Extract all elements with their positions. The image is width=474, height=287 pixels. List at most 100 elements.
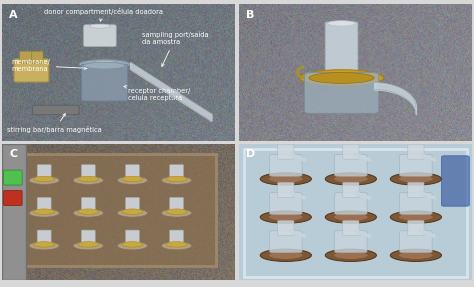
Ellipse shape bbox=[328, 21, 356, 26]
FancyBboxPatch shape bbox=[408, 144, 424, 159]
Ellipse shape bbox=[122, 242, 143, 247]
Ellipse shape bbox=[29, 242, 59, 250]
Ellipse shape bbox=[162, 242, 191, 250]
Ellipse shape bbox=[268, 251, 303, 259]
Ellipse shape bbox=[162, 176, 191, 185]
Text: B: B bbox=[246, 10, 255, 20]
Ellipse shape bbox=[260, 249, 311, 261]
Ellipse shape bbox=[122, 209, 143, 214]
FancyBboxPatch shape bbox=[239, 144, 472, 280]
Ellipse shape bbox=[34, 242, 55, 247]
FancyBboxPatch shape bbox=[31, 51, 43, 64]
Ellipse shape bbox=[29, 176, 59, 185]
Ellipse shape bbox=[34, 176, 55, 182]
Ellipse shape bbox=[260, 211, 311, 223]
Ellipse shape bbox=[78, 242, 99, 247]
FancyBboxPatch shape bbox=[3, 191, 22, 205]
FancyBboxPatch shape bbox=[408, 182, 424, 197]
Ellipse shape bbox=[90, 24, 110, 28]
Ellipse shape bbox=[333, 251, 368, 259]
FancyBboxPatch shape bbox=[170, 197, 183, 211]
Ellipse shape bbox=[79, 59, 130, 69]
Ellipse shape bbox=[399, 213, 433, 221]
FancyBboxPatch shape bbox=[335, 193, 367, 214]
Ellipse shape bbox=[390, 173, 441, 185]
FancyBboxPatch shape bbox=[82, 230, 95, 244]
Ellipse shape bbox=[325, 211, 376, 223]
FancyBboxPatch shape bbox=[12, 154, 216, 266]
FancyBboxPatch shape bbox=[126, 165, 139, 178]
FancyBboxPatch shape bbox=[82, 165, 95, 178]
Text: D: D bbox=[246, 149, 255, 159]
Text: stirring bar/barra magnética: stirring bar/barra magnética bbox=[7, 114, 102, 133]
FancyBboxPatch shape bbox=[441, 156, 469, 206]
FancyBboxPatch shape bbox=[126, 197, 139, 211]
FancyBboxPatch shape bbox=[82, 197, 95, 211]
Text: receptor chamber/
celula receptora: receptor chamber/ celula receptora bbox=[124, 86, 190, 101]
FancyBboxPatch shape bbox=[37, 197, 51, 211]
Ellipse shape bbox=[122, 176, 143, 182]
Ellipse shape bbox=[83, 26, 116, 32]
Ellipse shape bbox=[78, 209, 99, 214]
FancyBboxPatch shape bbox=[400, 193, 432, 214]
Ellipse shape bbox=[118, 242, 147, 250]
FancyBboxPatch shape bbox=[170, 165, 183, 178]
FancyBboxPatch shape bbox=[335, 231, 367, 253]
Ellipse shape bbox=[309, 72, 374, 83]
Ellipse shape bbox=[118, 209, 147, 217]
Ellipse shape bbox=[162, 209, 191, 217]
Ellipse shape bbox=[268, 213, 303, 221]
Ellipse shape bbox=[333, 175, 368, 183]
FancyBboxPatch shape bbox=[270, 154, 302, 176]
FancyBboxPatch shape bbox=[335, 154, 367, 176]
Ellipse shape bbox=[93, 60, 116, 66]
Ellipse shape bbox=[390, 249, 441, 261]
Ellipse shape bbox=[333, 213, 368, 221]
Ellipse shape bbox=[83, 62, 126, 69]
Text: sampling port/saída
da amostra: sampling port/saída da amostra bbox=[142, 32, 209, 66]
FancyBboxPatch shape bbox=[170, 230, 183, 244]
FancyBboxPatch shape bbox=[33, 105, 79, 115]
Ellipse shape bbox=[78, 176, 99, 182]
FancyBboxPatch shape bbox=[278, 182, 294, 197]
Ellipse shape bbox=[325, 173, 376, 185]
Ellipse shape bbox=[73, 176, 103, 185]
FancyBboxPatch shape bbox=[325, 22, 358, 77]
Text: C: C bbox=[9, 149, 18, 159]
Ellipse shape bbox=[399, 251, 433, 259]
FancyBboxPatch shape bbox=[278, 220, 294, 236]
FancyBboxPatch shape bbox=[343, 220, 359, 236]
FancyBboxPatch shape bbox=[37, 165, 51, 178]
Ellipse shape bbox=[166, 176, 187, 182]
Text: membrane/
membrana: membrane/ membrana bbox=[12, 59, 87, 72]
Ellipse shape bbox=[73, 242, 103, 250]
FancyBboxPatch shape bbox=[82, 64, 128, 101]
FancyBboxPatch shape bbox=[14, 59, 49, 82]
FancyBboxPatch shape bbox=[126, 230, 139, 244]
FancyBboxPatch shape bbox=[3, 170, 22, 185]
Ellipse shape bbox=[325, 249, 376, 261]
Text: A: A bbox=[9, 10, 18, 20]
FancyBboxPatch shape bbox=[2, 144, 26, 280]
FancyBboxPatch shape bbox=[83, 25, 116, 46]
Ellipse shape bbox=[166, 209, 187, 214]
FancyBboxPatch shape bbox=[343, 182, 359, 197]
FancyBboxPatch shape bbox=[270, 231, 302, 253]
FancyBboxPatch shape bbox=[270, 193, 302, 214]
Ellipse shape bbox=[390, 211, 441, 223]
FancyBboxPatch shape bbox=[400, 231, 432, 253]
Ellipse shape bbox=[268, 175, 303, 183]
Ellipse shape bbox=[260, 173, 311, 185]
FancyBboxPatch shape bbox=[408, 220, 424, 236]
FancyBboxPatch shape bbox=[343, 144, 359, 159]
Ellipse shape bbox=[34, 209, 55, 214]
Ellipse shape bbox=[166, 242, 187, 247]
FancyBboxPatch shape bbox=[278, 144, 294, 159]
Ellipse shape bbox=[73, 209, 103, 217]
Ellipse shape bbox=[300, 70, 383, 86]
Text: donor compartment/célula doadora: donor compartment/célula doadora bbox=[44, 8, 163, 21]
FancyBboxPatch shape bbox=[37, 230, 51, 244]
FancyBboxPatch shape bbox=[20, 51, 31, 64]
Ellipse shape bbox=[118, 176, 147, 185]
Ellipse shape bbox=[399, 175, 433, 183]
